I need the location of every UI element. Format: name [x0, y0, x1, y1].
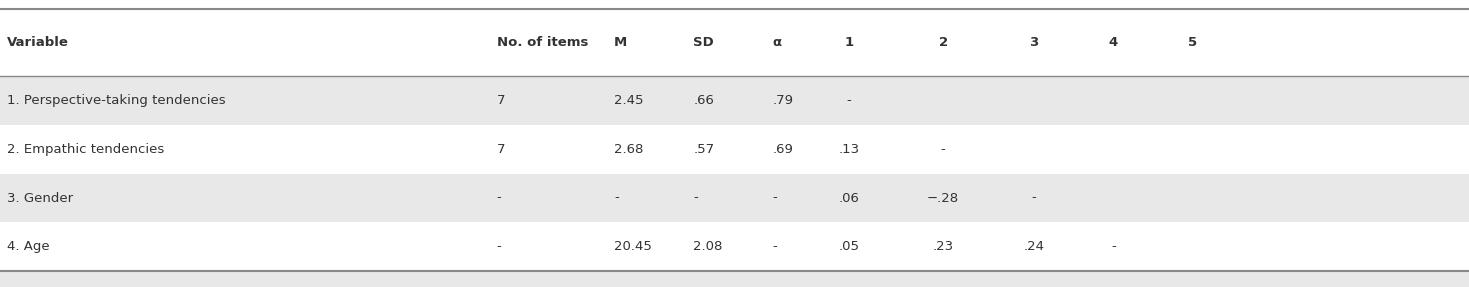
Text: -: - [693, 191, 698, 205]
Text: -: - [773, 240, 777, 253]
Text: .69: .69 [773, 143, 793, 156]
Text: −.28: −.28 [927, 191, 959, 205]
FancyBboxPatch shape [0, 125, 1469, 174]
Text: .13: .13 [839, 143, 859, 156]
FancyBboxPatch shape [0, 222, 1469, 271]
Text: .66: .66 [693, 94, 714, 107]
FancyBboxPatch shape [0, 76, 1469, 125]
Text: -: - [614, 191, 618, 205]
Text: 2.08: 2.08 [693, 240, 723, 253]
Text: 2.45: 2.45 [614, 94, 643, 107]
Text: -: - [940, 143, 946, 156]
Text: No. of items: No. of items [497, 36, 588, 49]
Text: 4. Age: 4. Age [7, 240, 50, 253]
Text: -: - [773, 191, 777, 205]
Text: SD: SD [693, 36, 714, 49]
Text: -: - [497, 240, 501, 253]
Text: 7: 7 [497, 143, 505, 156]
Text: .05: .05 [839, 240, 859, 253]
Text: α: α [773, 36, 782, 49]
FancyBboxPatch shape [0, 271, 1469, 287]
Text: 2. Empathic tendencies: 2. Empathic tendencies [7, 143, 165, 156]
Text: .06: .06 [839, 191, 859, 205]
Text: 3. Gender: 3. Gender [7, 191, 73, 205]
Text: -: - [1111, 240, 1116, 253]
Text: 2.68: 2.68 [614, 143, 643, 156]
Text: M: M [614, 36, 627, 49]
Text: .23: .23 [933, 240, 953, 253]
Text: 5: 5 [1188, 36, 1197, 49]
FancyBboxPatch shape [0, 174, 1469, 222]
Text: 1. Perspective-taking tendencies: 1. Perspective-taking tendencies [7, 94, 226, 107]
Text: -: - [1031, 191, 1037, 205]
Text: 20.45: 20.45 [614, 240, 652, 253]
Text: .79: .79 [773, 94, 793, 107]
Text: 4: 4 [1109, 36, 1118, 49]
Text: .24: .24 [1024, 240, 1044, 253]
Text: 7: 7 [497, 94, 505, 107]
Text: 3: 3 [1030, 36, 1039, 49]
Text: .57: .57 [693, 143, 714, 156]
Text: -: - [497, 191, 501, 205]
Text: 1: 1 [845, 36, 853, 49]
Text: 2: 2 [939, 36, 948, 49]
Text: -: - [846, 94, 852, 107]
Text: Variable: Variable [7, 36, 69, 49]
